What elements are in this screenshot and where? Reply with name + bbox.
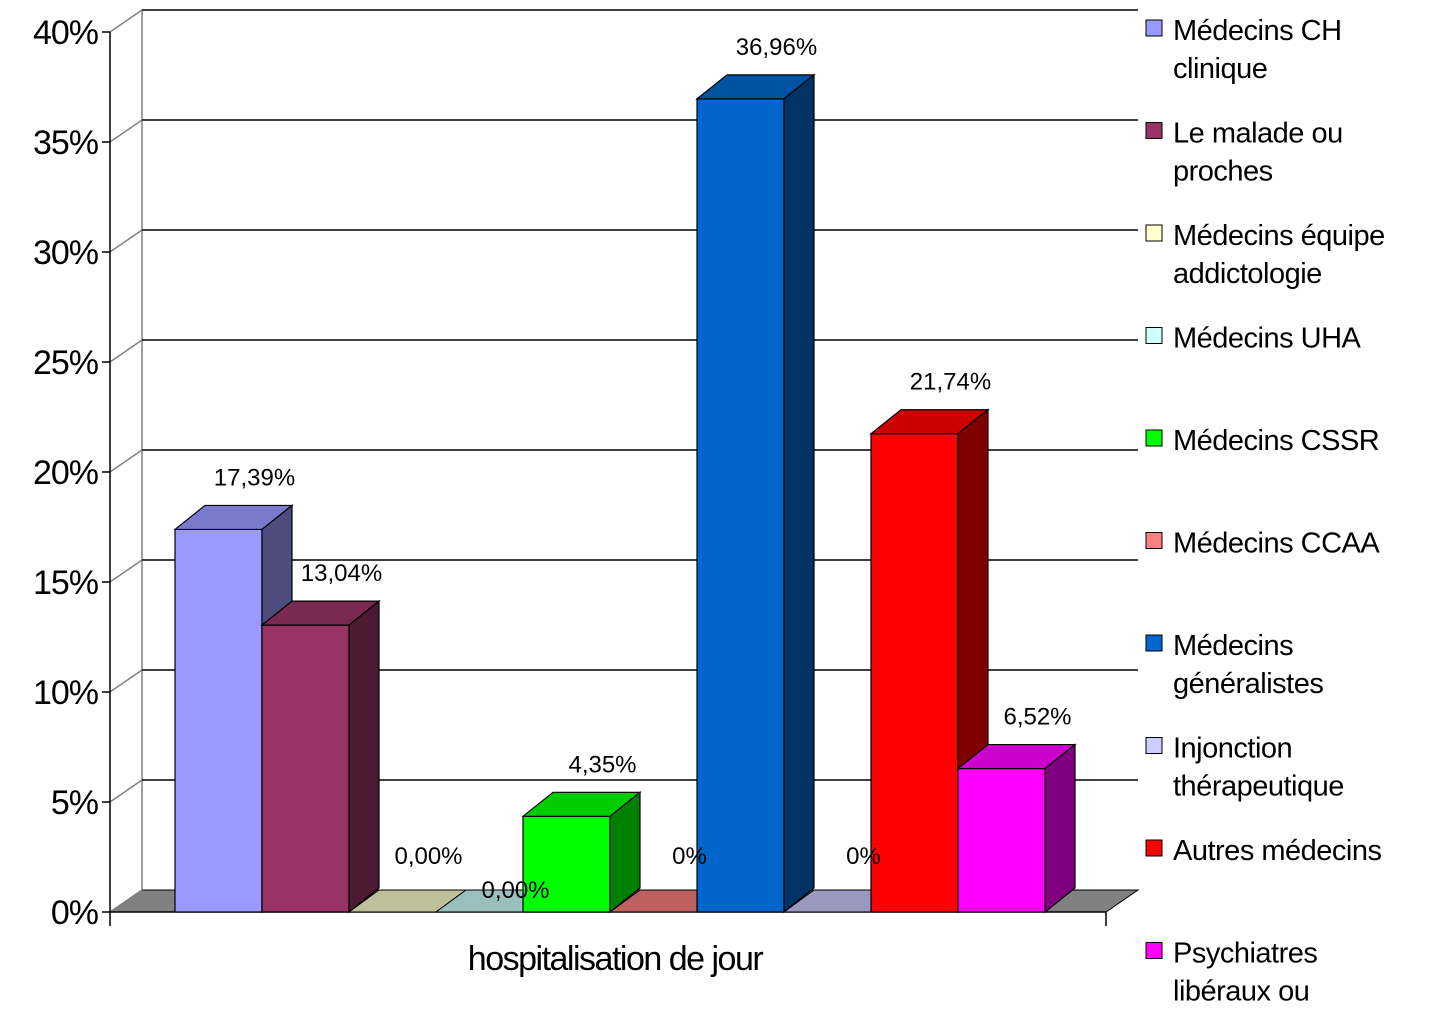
bar-side xyxy=(609,791,641,914)
y-tick-label: 20% xyxy=(33,454,99,492)
legend-swatch xyxy=(1145,224,1163,242)
y-tick-label: 35% xyxy=(33,124,99,162)
data-label: 21,74% xyxy=(910,369,991,396)
grid-depth-line xyxy=(109,669,143,693)
data-label: 13,04% xyxy=(301,560,382,587)
bar xyxy=(521,791,642,914)
legend-item: Médecins CH clinique xyxy=(1145,15,1342,85)
legend-item: Médecins CCAA xyxy=(1145,528,1381,560)
grid-depth-line xyxy=(109,889,143,913)
y-tick-label: 30% xyxy=(33,234,99,272)
legend-swatch xyxy=(1145,19,1163,37)
y-tick-label: 0% xyxy=(51,894,99,932)
bar xyxy=(956,743,1077,914)
grid-depth-line xyxy=(109,229,143,253)
data-label: 36,96% xyxy=(736,34,817,61)
legend-label: Autres médecins xyxy=(1173,835,1382,867)
y-tick-label: 40% xyxy=(33,14,99,52)
legend-swatch xyxy=(1145,122,1163,139)
legend-swatch xyxy=(1145,429,1163,447)
bar-front xyxy=(522,815,611,913)
grid-depth-line xyxy=(109,119,143,143)
legend: Médecins CH clinique Le malade ou proches Mé… xyxy=(1145,15,1385,1011)
bar-front xyxy=(957,767,1046,913)
bar xyxy=(260,599,381,914)
legend-label: Médecins CCAA xyxy=(1173,528,1380,560)
legend-swatch xyxy=(1145,737,1163,754)
grid-depth-line xyxy=(109,339,143,363)
bar-side xyxy=(348,599,380,914)
grid-depth-line xyxy=(109,9,143,33)
legend-swatch xyxy=(1145,839,1163,857)
bars xyxy=(173,73,1077,914)
bar-front xyxy=(174,528,263,913)
bar-front xyxy=(696,98,785,913)
data-label: 4,35% xyxy=(568,751,636,778)
y-tick-label: 25% xyxy=(33,344,99,382)
data-label: 0% xyxy=(846,843,881,870)
bar xyxy=(695,73,816,914)
y-tick-label: 5% xyxy=(51,784,99,822)
legend-item: Médecins équipe addictologie xyxy=(1145,220,1385,290)
grid-depth-line xyxy=(109,559,143,583)
data-label: 0,00% xyxy=(394,843,462,870)
legend-swatch xyxy=(1145,532,1163,549)
data-label: 6,52% xyxy=(1003,704,1071,731)
legend-swatch xyxy=(1145,634,1163,652)
legend-label: Médecins UHA xyxy=(1173,323,1362,355)
legend-swatch xyxy=(1145,327,1163,344)
legend-item: Médecins CSSR xyxy=(1145,425,1380,457)
y-tick-label: 10% xyxy=(33,674,99,712)
data-label: 17,39% xyxy=(214,464,295,491)
legend-swatch xyxy=(1145,942,1163,959)
legend-item: Autres médecins xyxy=(1145,835,1382,867)
legend-item: Injonction thérapeutique xyxy=(1145,733,1344,803)
y-tick-label: 15% xyxy=(33,564,99,602)
data-label: 0% xyxy=(672,843,707,870)
x-category-label: hospitalisation de jour xyxy=(468,940,764,978)
legend-label: Injonction thérapeutique xyxy=(1173,733,1344,803)
grid-depth-line xyxy=(109,449,143,473)
bar-side xyxy=(783,73,815,914)
legend-item: Le malade ou proches xyxy=(1145,118,1343,188)
data-labels: 17,39% 13,04% 0,00% 0,00% 4,35% 0% 36,96% 0% 21,… xyxy=(214,34,1072,904)
bar-front xyxy=(870,433,959,913)
legend-label: Le malade ou proches xyxy=(1173,118,1343,188)
y-tick-labels: 0% 5% 10% 15% 20% 25% 30% 35% 40% xyxy=(33,14,110,932)
grid-depth-line xyxy=(109,779,143,803)
bar-front xyxy=(261,624,350,913)
bar-side xyxy=(1044,743,1076,914)
legend-item: Médecins UHA xyxy=(1145,323,1362,355)
legend-item: Médecins généralistes xyxy=(1145,630,1324,700)
data-label: 0,00% xyxy=(481,877,549,904)
legend-label: Médecins CSSR xyxy=(1173,425,1379,457)
legend-label: Médecins généralistes xyxy=(1173,630,1323,700)
legend-label: Médecins CH clinique xyxy=(1173,15,1342,85)
legend-label: Médecins équipe addictologie xyxy=(1173,220,1385,290)
